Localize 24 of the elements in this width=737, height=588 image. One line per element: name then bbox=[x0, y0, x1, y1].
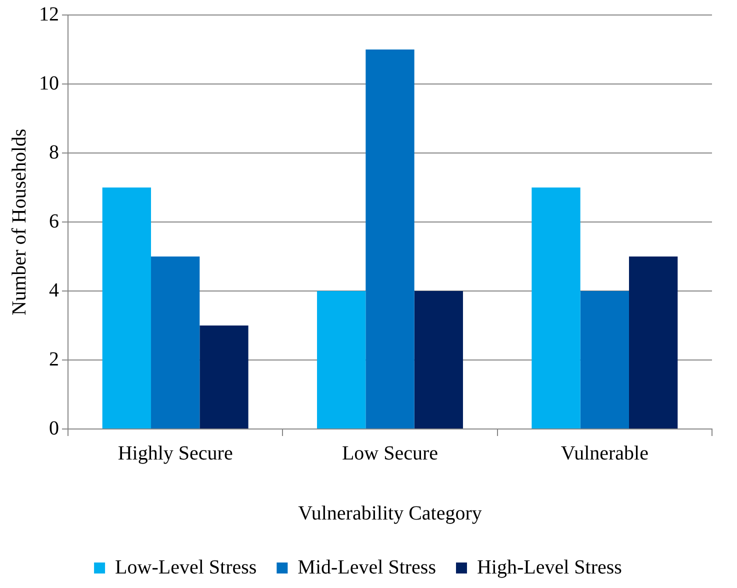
y-tick-label: 10 bbox=[39, 72, 59, 94]
y-tick-label: 2 bbox=[49, 348, 59, 370]
legend-label: High-Level Stress bbox=[476, 556, 622, 578]
y-tick-label: 4 bbox=[49, 279, 59, 302]
legend-label: Low-Level Stress bbox=[115, 556, 257, 578]
y-tick-label: 8 bbox=[49, 141, 59, 164]
x-tick-label: Vulnerable bbox=[560, 442, 649, 464]
bar bbox=[102, 188, 152, 428]
x-axis-title: Vulnerability Category bbox=[298, 502, 482, 524]
y-tick-label: 6 bbox=[49, 210, 59, 232]
bar bbox=[532, 188, 580, 428]
y-axis-title: Number of Households bbox=[8, 128, 30, 316]
bar bbox=[151, 256, 200, 428]
y-tick-label: 0 bbox=[49, 417, 59, 440]
bar bbox=[580, 291, 629, 428]
bar bbox=[366, 50, 414, 428]
bar bbox=[414, 291, 463, 428]
bar bbox=[317, 291, 366, 428]
bar bbox=[200, 326, 248, 428]
x-tick-label: Low Secure bbox=[342, 442, 438, 464]
y-tick-label: 12 bbox=[39, 3, 59, 26]
bar bbox=[628, 256, 678, 428]
legend-label: Mid-Level Stress bbox=[298, 556, 436, 578]
x-tick-label: Highly Secure bbox=[118, 442, 233, 464]
